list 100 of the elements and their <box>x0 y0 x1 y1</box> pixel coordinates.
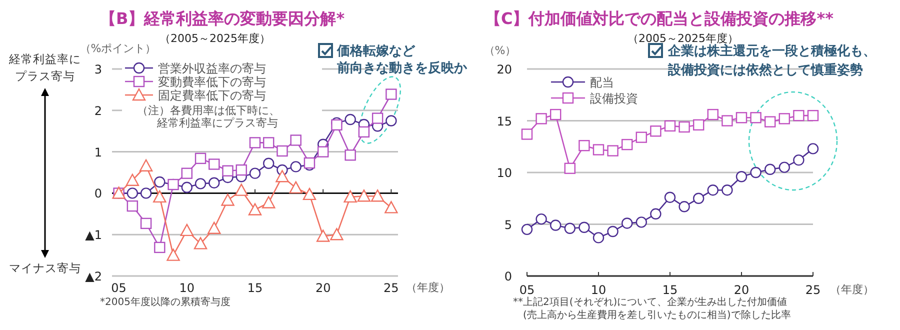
point <box>550 108 562 120</box>
point <box>344 114 356 126</box>
point <box>636 216 647 228</box>
point <box>276 170 289 182</box>
point <box>208 177 220 188</box>
legend-label: 固定費率低下の寄与 <box>158 88 266 102</box>
x-tick-label: 10 <box>590 283 606 297</box>
point <box>263 137 274 148</box>
y-tick-label: 3 <box>94 62 102 76</box>
y-tick-label: 5 <box>504 218 512 232</box>
point <box>181 168 193 179</box>
annotation: 企業は株主還元を一段と積極化も、設備投資には依然として慎重姿勢 <box>667 43 876 78</box>
text: **上記2項目(それぞれ)について、企業が生み出した付加価値(売上高から生産費用を差し引いたものに相当)で除した比率 <box>513 296 791 321</box>
point <box>249 168 261 179</box>
point <box>678 201 690 212</box>
point <box>592 232 604 244</box>
point <box>344 150 356 161</box>
point <box>208 158 220 170</box>
point <box>592 144 604 156</box>
point <box>736 171 748 182</box>
y-tick-label: 10 <box>496 166 512 180</box>
annotation: （注）各費用率は低下時に、経常利益率にプラス寄与 <box>137 104 280 130</box>
point <box>622 138 633 150</box>
point <box>707 184 718 196</box>
point <box>139 159 153 172</box>
point <box>386 88 397 100</box>
point <box>153 190 166 203</box>
point <box>236 164 247 176</box>
point <box>317 146 329 158</box>
point <box>678 121 690 133</box>
point <box>154 176 166 188</box>
point <box>807 110 819 122</box>
point <box>302 188 316 200</box>
x-axis-title: （年度） <box>830 283 874 296</box>
chart-subtitle: （2005～2025年度） <box>628 32 738 45</box>
point <box>650 208 662 220</box>
point <box>357 190 371 202</box>
point <box>693 192 704 204</box>
point <box>370 190 384 202</box>
x-tick-label: 25 <box>805 283 821 297</box>
text: マイナス寄与 <box>9 261 81 275</box>
point <box>358 126 370 138</box>
x-tick-label: 20 <box>315 281 331 295</box>
point <box>140 218 152 230</box>
point <box>126 188 138 199</box>
legend-label: 設備投資 <box>590 92 638 106</box>
point <box>778 113 790 124</box>
chart-title: 【B】経常利益率の変動要因分解* <box>100 9 346 28</box>
point <box>536 213 547 225</box>
point <box>607 145 618 156</box>
point <box>126 200 138 212</box>
y-tick-label: 0 <box>94 186 102 201</box>
point <box>722 115 733 126</box>
y-axis-title: （%） <box>484 44 516 57</box>
point <box>290 161 302 172</box>
point <box>607 226 618 238</box>
legend-label: 変動費率低下の寄与 <box>158 75 266 89</box>
point <box>194 152 206 164</box>
point <box>550 220 562 231</box>
point <box>166 248 180 261</box>
y-tick-label: 2 <box>94 104 102 118</box>
x-tick-label: 10 <box>179 281 195 295</box>
point <box>194 178 206 190</box>
point <box>276 145 288 157</box>
point <box>180 224 194 236</box>
point <box>664 120 676 132</box>
point <box>289 181 302 194</box>
chart-title: 【C】付加価値対比での配当と設備投資の推移** <box>485 9 834 28</box>
point <box>707 108 718 120</box>
point <box>263 158 274 169</box>
point <box>221 194 234 206</box>
text: *2005年度以降の累積寄与度 <box>100 296 230 308</box>
legend-label: 営業外収益率の寄与 <box>158 62 266 76</box>
y-tick-label: ▲2 <box>85 270 102 284</box>
annotation: 価格転嫁など前向きな動きを反映か <box>336 44 468 76</box>
point <box>521 224 533 236</box>
point <box>750 166 762 178</box>
point <box>208 222 221 234</box>
point <box>316 230 330 242</box>
point <box>344 190 357 203</box>
point <box>778 162 790 173</box>
x-tick-label: 20 <box>734 283 750 297</box>
y-tick-label: ▲1 <box>85 228 102 242</box>
point <box>736 112 748 124</box>
point <box>222 165 234 176</box>
point <box>386 115 397 126</box>
point <box>262 196 276 208</box>
chart-subtitle: （2005～2025年度） <box>160 32 270 45</box>
point <box>140 188 152 199</box>
point <box>384 201 398 214</box>
point <box>126 174 140 186</box>
y-tick-label: 20 <box>496 62 512 76</box>
x-tick-label: 15 <box>247 281 263 295</box>
point <box>536 113 547 124</box>
x-tick-label: 05 <box>519 283 535 297</box>
point <box>154 242 166 254</box>
point <box>248 203 262 216</box>
x-tick-label: 15 <box>662 283 678 297</box>
point <box>578 140 590 152</box>
point <box>764 116 776 128</box>
